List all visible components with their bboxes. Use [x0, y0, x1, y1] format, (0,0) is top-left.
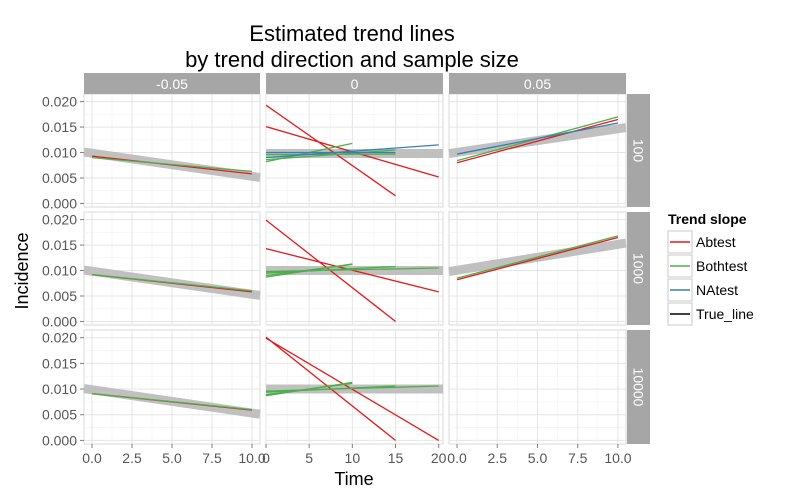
chart-title-line-1: Estimated trend lines: [249, 21, 454, 46]
legend-title: Trend slope: [668, 211, 747, 227]
x-tick-label: 10.0: [238, 450, 265, 466]
panel-marks-2-0: [83, 384, 261, 419]
facet-panel-1-0: [83, 211, 261, 326]
x-tick-label: 0: [262, 450, 270, 466]
y-tick-label: 0.020: [42, 330, 77, 346]
legend-item-abtest: Abtest: [667, 230, 736, 254]
legend: Trend slope Abtest Bothtest NAtest True_lin…: [667, 211, 754, 326]
panel-marks-0-0: [83, 147, 261, 182]
trend-line-bothtest: [265, 381, 353, 397]
x-tick-label: 15: [388, 450, 404, 466]
trend-line-bothtest: [265, 263, 353, 278]
trend-line-bothtest: [91, 156, 253, 173]
trend-line-bothtest: [265, 385, 439, 392]
column-strip-label: -0.05: [156, 76, 188, 92]
trend-line-bothtest: [265, 149, 396, 161]
row-strip: [627, 212, 650, 325]
y-tick-label: 0.005: [42, 407, 77, 423]
trend-line-natest: [456, 122, 619, 155]
panel-marks-1-2: [448, 235, 627, 281]
chart-title-line-2: by trend direction and sample size: [185, 47, 519, 72]
trend-line-bothtest: [456, 235, 619, 279]
y-tick-label: 0.010: [42, 263, 77, 279]
x-tick-label: 2.5: [122, 450, 142, 466]
trend-line-bothtest: [91, 393, 253, 411]
legend-item-bothtest: Bothtest: [667, 254, 747, 278]
column-strip: [449, 73, 626, 94]
y-tick-label: 0.005: [42, 170, 77, 186]
legend-label: True_line: [696, 306, 754, 322]
legend-label: NAtest: [696, 282, 738, 298]
facet-panel-2-2: [448, 329, 627, 445]
column-strip-label: 0.05: [524, 76, 551, 92]
panel-marks-2-1: [265, 336, 443, 441]
trend-line-bothtest: [265, 267, 439, 273]
y-tick-label: 0.015: [42, 119, 77, 135]
x-tick-label: 5.0: [528, 450, 548, 466]
trend-line-bothtest: [91, 273, 253, 292]
y-tick-label: 0.000: [42, 195, 77, 211]
legend-item-true_line: True_line: [667, 302, 754, 326]
x-tick-label: 0.0: [447, 450, 467, 466]
trend-line-abtest: [265, 337, 440, 441]
x-tick-label: 10: [345, 450, 361, 466]
row-strip: [627, 330, 650, 444]
column-strip: [84, 73, 260, 94]
facet-panel-2-0: [83, 329, 261, 445]
y-tick-label: 0.015: [42, 355, 77, 371]
y-tick-label: 0.020: [42, 94, 77, 110]
panel-marks-1-1: [265, 219, 443, 322]
y-tick-label: 0.000: [42, 432, 77, 448]
panel-marks-0-2: [448, 116, 627, 164]
x-tick-label: 5.0: [162, 450, 182, 466]
row-strip: [627, 94, 650, 207]
x-axis-title: Time: [334, 469, 373, 489]
trend-line-natest: [265, 144, 439, 159]
row-strip-label: 10000: [631, 368, 647, 407]
row-strip-label: 100: [631, 139, 647, 163]
y-tick-label: 0.010: [42, 145, 77, 161]
legend-item-natest: NAtest: [667, 278, 738, 302]
facet-grid: -0.05 0 0.051001000100000.0000.0050.0100.0…: [42, 73, 650, 466]
y-tick-label: 0.015: [42, 237, 77, 253]
legend-label: Abtest: [696, 234, 736, 250]
legend-label: Bothtest: [696, 258, 747, 274]
y-tick-label: 0.000: [42, 313, 77, 329]
y-tick-label: 0.005: [42, 288, 77, 304]
trend-line-abtest: [456, 118, 619, 164]
y-tick-label: 0.020: [42, 212, 77, 228]
column-strip: [266, 73, 443, 94]
x-tick-label: 5: [305, 450, 313, 466]
facet-panel-0-0: [83, 93, 261, 208]
x-tick-label: 0.0: [82, 450, 102, 466]
x-tick-label: 20: [431, 450, 447, 466]
trend-line-abtest: [265, 104, 396, 197]
row-strip-label: 1000: [631, 253, 647, 284]
y-axis-title: Incidence: [12, 232, 32, 309]
x-tick-label: 7.5: [202, 450, 222, 466]
x-tick-label: 2.5: [488, 450, 508, 466]
panel-marks-0-1: [265, 104, 443, 197]
column-strip-label: 0: [351, 76, 359, 92]
trend-line-abtest: [456, 236, 619, 281]
y-tick-label: 0.010: [42, 381, 77, 397]
x-tick-label: 7.5: [568, 450, 588, 466]
x-tick-label: 10.0: [604, 450, 631, 466]
panel-marks-1-0: [83, 265, 261, 300]
